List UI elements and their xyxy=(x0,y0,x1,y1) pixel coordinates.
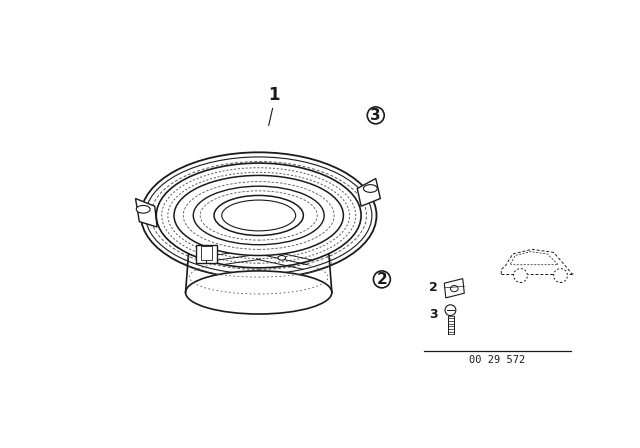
Ellipse shape xyxy=(221,200,296,231)
Ellipse shape xyxy=(364,185,378,192)
Text: 1: 1 xyxy=(268,86,280,103)
Text: 2: 2 xyxy=(376,272,387,287)
Polygon shape xyxy=(188,242,330,293)
Circle shape xyxy=(373,271,390,288)
Ellipse shape xyxy=(156,163,361,268)
Text: 3: 3 xyxy=(371,108,381,123)
Text: 2: 2 xyxy=(429,281,438,294)
Ellipse shape xyxy=(214,195,303,236)
FancyBboxPatch shape xyxy=(201,246,212,260)
Polygon shape xyxy=(444,279,464,298)
Ellipse shape xyxy=(174,176,344,255)
Circle shape xyxy=(554,269,568,282)
Polygon shape xyxy=(136,198,157,227)
Ellipse shape xyxy=(141,152,376,279)
Ellipse shape xyxy=(193,186,324,245)
Ellipse shape xyxy=(145,157,372,274)
Text: 00 29 572: 00 29 572 xyxy=(469,355,525,365)
Ellipse shape xyxy=(278,255,285,260)
Ellipse shape xyxy=(186,271,332,314)
Circle shape xyxy=(445,305,456,315)
Polygon shape xyxy=(357,178,380,206)
Ellipse shape xyxy=(186,227,332,258)
Ellipse shape xyxy=(451,285,458,292)
FancyBboxPatch shape xyxy=(196,245,217,263)
Text: 3: 3 xyxy=(429,308,438,321)
Circle shape xyxy=(513,269,527,282)
Circle shape xyxy=(367,107,384,124)
Ellipse shape xyxy=(136,206,150,213)
